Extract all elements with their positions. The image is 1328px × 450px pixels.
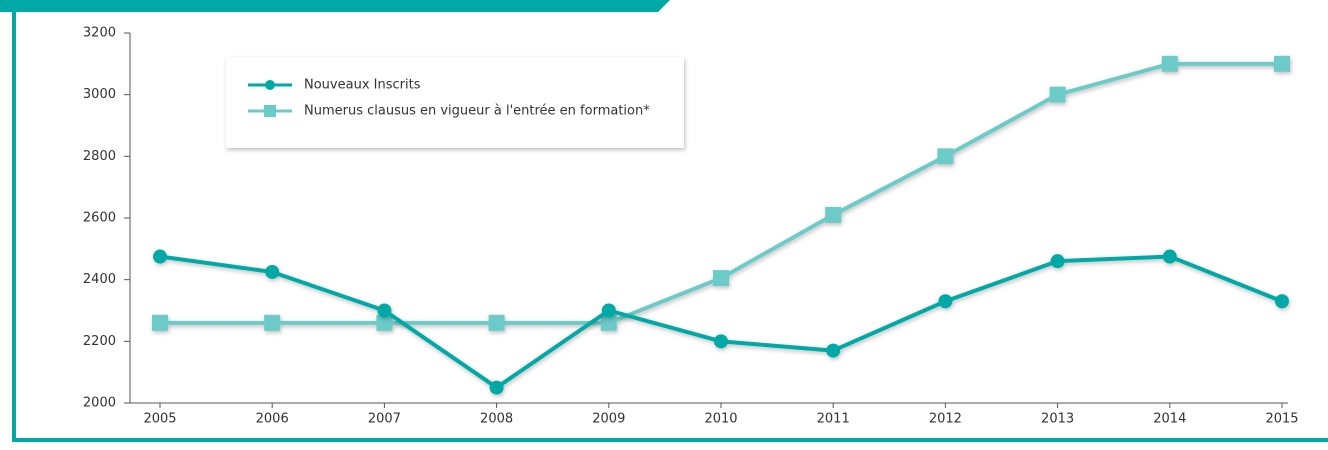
legend-label: Numerus clausus en vigueur à l'entrée en… bbox=[304, 104, 650, 119]
marker bbox=[377, 303, 392, 318]
marker bbox=[1162, 249, 1177, 264]
marker bbox=[152, 314, 168, 331]
x-tick-label: 2013 bbox=[1041, 412, 1074, 427]
x-tick-label: 2011 bbox=[817, 412, 850, 427]
y-tick-label: 2600 bbox=[83, 211, 116, 226]
marker bbox=[1050, 254, 1065, 269]
x-tick-label: 2005 bbox=[143, 412, 176, 427]
marker bbox=[264, 314, 281, 331]
marker bbox=[601, 303, 616, 318]
marker bbox=[825, 206, 842, 223]
x-tick-label: 2010 bbox=[704, 412, 737, 427]
marker bbox=[1275, 294, 1289, 309]
legend-label: Nouveaux Inscrits bbox=[304, 78, 421, 93]
legend: Nouveaux Inscrits Numerus clausus en vigu… bbox=[226, 57, 684, 148]
y-tick-label: 3200 bbox=[83, 26, 116, 41]
marker bbox=[1049, 86, 1066, 103]
marker bbox=[153, 249, 167, 264]
marker bbox=[713, 270, 729, 287]
marker bbox=[1274, 55, 1290, 72]
x-tick-label: 2014 bbox=[1153, 412, 1186, 427]
series bbox=[153, 249, 1289, 395]
y-tick-label: 2800 bbox=[83, 149, 116, 164]
y-tick-label: 2200 bbox=[83, 334, 116, 349]
marker bbox=[265, 264, 280, 279]
x-tick-label: 2007 bbox=[368, 412, 401, 427]
x-tick-label: 2008 bbox=[480, 412, 513, 427]
marker bbox=[376, 314, 393, 331]
y-tick-label: 3000 bbox=[83, 87, 116, 102]
x-tick-label: 2009 bbox=[592, 412, 625, 427]
x-tick-label: 2012 bbox=[929, 412, 962, 427]
marker bbox=[714, 334, 728, 349]
marker bbox=[937, 148, 954, 165]
x-tick-label: 2006 bbox=[256, 412, 289, 427]
frame-left bbox=[12, 0, 16, 442]
marker bbox=[1161, 55, 1178, 72]
legend-box bbox=[226, 57, 684, 148]
frame-bottom bbox=[12, 438, 1328, 442]
header-bar bbox=[0, 0, 670, 12]
legend-marker bbox=[265, 80, 275, 90]
series bbox=[152, 55, 1290, 331]
marker bbox=[488, 314, 505, 331]
marker bbox=[600, 314, 617, 331]
legend-marker bbox=[264, 105, 276, 117]
x-tick-label: 2015 bbox=[1265, 412, 1298, 427]
y-tick-label: 2000 bbox=[83, 396, 116, 411]
marker bbox=[826, 343, 841, 358]
marker bbox=[938, 294, 953, 309]
marker bbox=[489, 380, 504, 395]
y-tick-label: 2400 bbox=[83, 272, 116, 287]
